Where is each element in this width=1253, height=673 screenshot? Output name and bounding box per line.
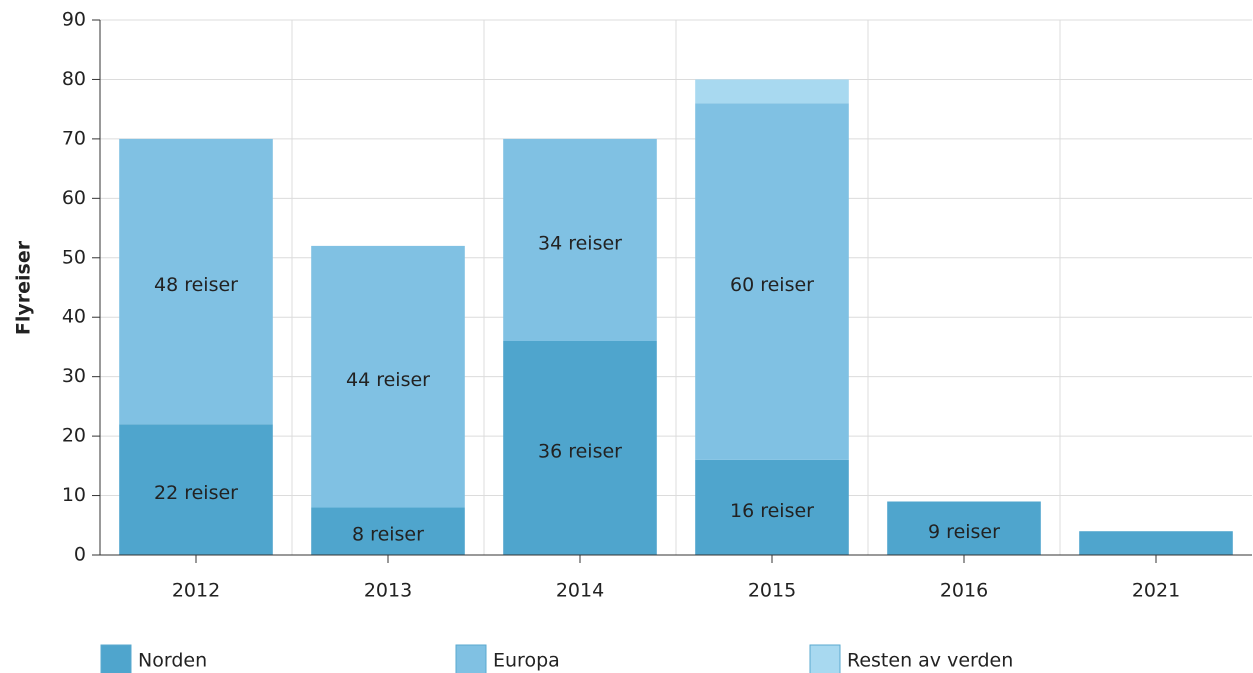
x-tick-label: 2013 (364, 580, 412, 602)
bar-segment (119, 138, 273, 425)
data-label: 9 reiser (928, 521, 1000, 543)
x-tick-label: 2021 (1132, 580, 1180, 602)
legend-swatch (455, 644, 487, 673)
legend-label: Norden (138, 650, 207, 672)
data-label: 44 reiser (346, 369, 430, 391)
bar-segment (503, 341, 657, 555)
x-tick-label: 2015 (748, 580, 796, 602)
bar-segment (695, 459, 849, 555)
x-tick-label: 2012 (172, 580, 220, 602)
y-tick-label: 20 (62, 425, 86, 447)
y-tick-label: 30 (62, 365, 86, 387)
legend-label: Europa (493, 650, 560, 672)
data-label: 8 reiser (352, 524, 424, 546)
data-label: 60 reiser (730, 274, 814, 296)
bar-segment (311, 507, 465, 555)
x-tick-label: 2014 (556, 580, 604, 602)
y-tick-label: 10 (62, 484, 86, 506)
legend-swatch (809, 644, 841, 673)
data-label: 48 reiser (154, 274, 238, 296)
legend-label: Resten av verden (847, 650, 1013, 672)
bar-segment (119, 424, 273, 555)
y-tick-label: 0 (74, 544, 86, 566)
y-tick-label: 50 (62, 246, 86, 268)
x-tick-label: 2016 (940, 580, 988, 602)
y-tick-label: 40 (62, 306, 86, 328)
y-tick-label: 90 (62, 9, 86, 31)
bar-segment (1079, 531, 1233, 555)
y-tick-label: 60 (62, 187, 86, 209)
y-tick-label: 70 (62, 127, 86, 149)
bar-segment (695, 79, 849, 104)
y-axis-label: Flyreiser (13, 240, 35, 335)
bar-segment (503, 138, 657, 341)
y-tick-label: 80 (62, 68, 86, 90)
data-label: 34 reiser (538, 232, 622, 254)
bar-segment (887, 501, 1041, 555)
data-label: 36 reiser (538, 441, 622, 463)
bar-segment (695, 103, 849, 460)
legend-swatch (100, 644, 132, 673)
data-label: 16 reiser (730, 500, 814, 522)
bar-segment (311, 245, 465, 508)
data-label: 22 reiser (154, 482, 238, 504)
